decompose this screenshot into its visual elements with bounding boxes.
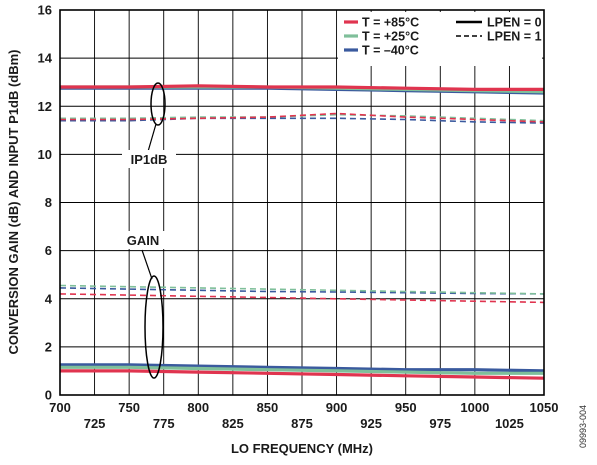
- series-line: [60, 117, 545, 124]
- x-tick-labels: 700 750 800 850 900 950 1000 1050 725 775 825 875 92…: [49, 400, 558, 431]
- gain-leader: [141, 249, 153, 280]
- x-tick-label: 975: [429, 416, 451, 431]
- series-line: [59, 293, 545, 304]
- series-line: [60, 84, 544, 91]
- x-tick-label: 1050: [530, 400, 559, 415]
- y-tick-label: 4: [45, 291, 53, 306]
- gain-label: GAIN: [127, 233, 160, 248]
- y-tick-label: 6: [45, 243, 52, 258]
- y-tick-label: 10: [38, 147, 52, 162]
- series-line: [60, 112, 545, 123]
- y-tick-label: 14: [38, 51, 53, 66]
- x-tick-label: 775: [153, 416, 175, 431]
- ip1db-label-bg: [122, 150, 176, 168]
- ip1db-ellipse: [150, 82, 166, 126]
- legend-label: T = +25°C: [362, 30, 419, 44]
- gain-label-bg: [120, 231, 166, 249]
- series-line: [60, 365, 544, 375]
- y-tick-label: 8: [45, 195, 52, 210]
- y-tick-labels: 0 2 4 6 8 10 12 14 16: [38, 3, 53, 403]
- x-tick-label: 700: [49, 400, 71, 415]
- x-tick-label: 925: [360, 416, 382, 431]
- annotations: IP1dB GAIN: [120, 82, 176, 379]
- x-axis-label: LO FREQUENCY (MHz): [231, 441, 373, 456]
- series-line: [60, 369, 545, 380]
- legend-label: T = –40°C: [362, 44, 419, 58]
- x-tick-label: 750: [118, 400, 140, 415]
- series-line: [59, 287, 545, 295]
- y-tick-label: 2: [45, 339, 52, 354]
- x-tick-label: 850: [257, 400, 279, 415]
- legend-background: [338, 12, 542, 66]
- x-tick-label: 950: [395, 400, 417, 415]
- legend-label: T = +85°C: [362, 16, 419, 30]
- ip1db-label: IP1dB: [131, 152, 168, 167]
- x-tick-label: 800: [187, 400, 209, 415]
- figure-id: 09993-004: [578, 405, 588, 448]
- x-tick-label: 1000: [460, 400, 489, 415]
- plot-frame: [59, 9, 545, 396]
- legend-label: LPEN = 1: [487, 30, 542, 44]
- gain-ellipse: [144, 275, 164, 379]
- legend-label: LPEN = 0: [487, 16, 542, 30]
- x-tick-label: 1025: [495, 416, 524, 431]
- y-axis-label: CONVERSION GAIN (dB) AND INPUT P1dB (dBm…: [6, 49, 21, 354]
- grid: [59, 9, 545, 396]
- x-tick-label: 875: [291, 416, 313, 431]
- y-tick-label: 16: [38, 3, 52, 18]
- series-group: [59, 84, 545, 380]
- ip1db-leader: [146, 123, 157, 156]
- y-tick-label: 0: [45, 388, 52, 403]
- legend: T = +85°CT = +25°CT = –40°C LPEN = 0LPEN …: [338, 12, 542, 66]
- x-tick-label: 725: [84, 416, 106, 431]
- y-tick-label: 12: [38, 99, 52, 114]
- series-line: [59, 284, 545, 295]
- x-tick-label: 825: [222, 416, 244, 431]
- x-tick-label: 900: [326, 400, 348, 415]
- series-line: [60, 363, 545, 373]
